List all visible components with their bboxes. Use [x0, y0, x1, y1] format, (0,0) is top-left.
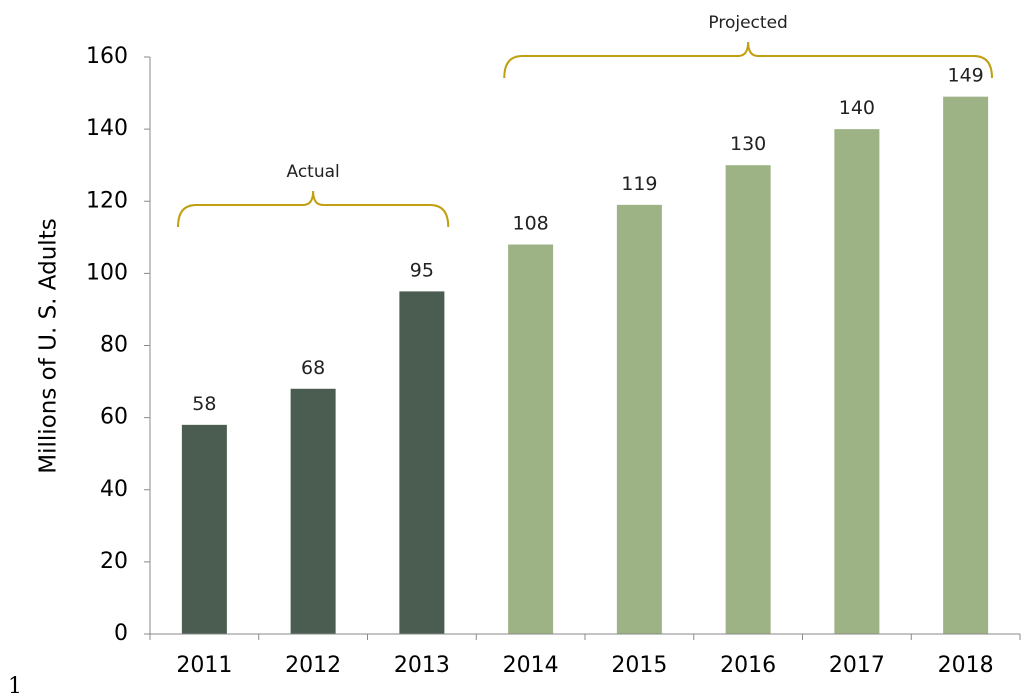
- bar: [399, 291, 445, 634]
- bracket-label: Actual: [286, 162, 339, 182]
- y-axis-label: Millions of U. S. Adults: [36, 218, 62, 473]
- x-tick-label: 2018: [938, 653, 994, 678]
- bracket: [177, 190, 450, 228]
- y-tick-label: 40: [100, 477, 128, 502]
- x-tick-label: 2011: [176, 653, 232, 678]
- footnote: 1: [8, 674, 22, 695]
- y-tick-label: 0: [114, 621, 128, 646]
- x-tick-label: 2016: [720, 653, 776, 678]
- data-label: 58: [192, 393, 216, 415]
- x-tick-label: 2012: [285, 653, 341, 678]
- bar: [616, 204, 662, 634]
- y-tick-label: 60: [100, 405, 128, 430]
- y-axis: 0 20 40 60 80 100 120 140 160: [86, 44, 151, 646]
- data-label: 119: [621, 173, 657, 195]
- y-tick-label: 100: [86, 260, 128, 285]
- data-label: 130: [730, 133, 766, 155]
- y-tick-label: 120: [86, 188, 128, 213]
- data-label: 140: [839, 97, 875, 119]
- y-tick-label: 20: [100, 549, 128, 574]
- data-label: 149: [947, 65, 983, 87]
- bar: [834, 129, 880, 634]
- bar: [725, 165, 771, 634]
- y-tick-label: 140: [86, 116, 128, 141]
- group-brackets: Actual Projected: [177, 13, 993, 228]
- y-tick-label: 80: [100, 333, 128, 358]
- bar: [181, 424, 227, 634]
- bars: 58 68 95 108 119 130 140 149: [181, 65, 989, 634]
- data-label: 108: [512, 213, 548, 235]
- bracket: [503, 41, 993, 79]
- bar: [508, 244, 554, 634]
- bar: [943, 96, 989, 634]
- data-label: 95: [410, 259, 434, 281]
- x-tick-label: 2015: [611, 653, 667, 678]
- y-tick-label: 160: [86, 44, 128, 69]
- x-axis: 2011 2012 2013 2014 2015 2016 2017 2018: [149, 633, 1021, 678]
- x-tick-label: 2013: [394, 653, 450, 678]
- bracket-label: Projected: [708, 13, 787, 33]
- x-tick-label: 2017: [829, 653, 885, 678]
- x-tick-label: 2014: [503, 653, 559, 678]
- data-label: 68: [301, 357, 325, 379]
- bar: [290, 388, 336, 634]
